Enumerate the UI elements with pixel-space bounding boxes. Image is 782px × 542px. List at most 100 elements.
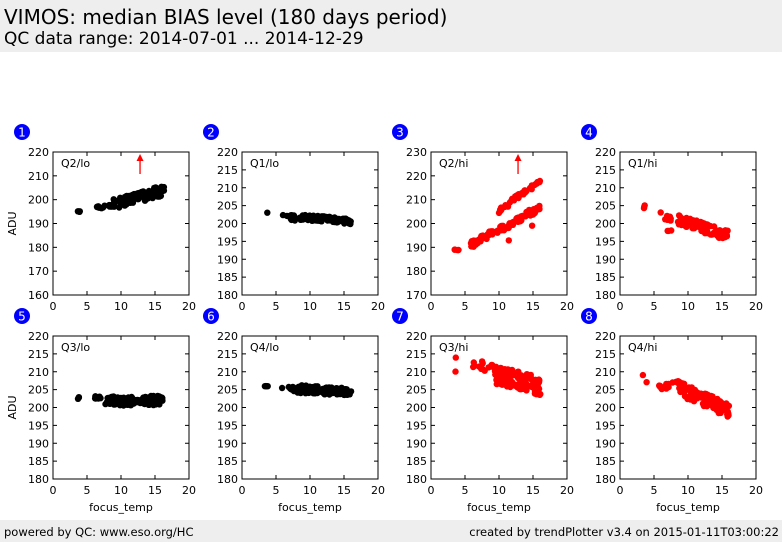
- quadrant-label: Q2/hi: [439, 157, 468, 170]
- data-point: [693, 217, 700, 224]
- page-title: VIMOS: median BIAS level (180 days perio…: [4, 5, 448, 29]
- x-tick-label: 0: [50, 300, 57, 313]
- data-point: [528, 183, 535, 191]
- data-point: [725, 402, 733, 410]
- data-point: [510, 370, 517, 378]
- x-tick-label: 15: [148, 300, 162, 313]
- y-tick-label: 220: [406, 170, 427, 183]
- quadrant-label: Q2/lo: [61, 157, 90, 170]
- data-point: [321, 215, 328, 222]
- y-tick-label: 210: [406, 194, 427, 207]
- data-point: [311, 390, 318, 397]
- y-tick-label: 220: [595, 146, 616, 159]
- data-point: [305, 389, 312, 397]
- data-point: [452, 368, 459, 375]
- y-tick-label: 200: [406, 218, 427, 231]
- scatter-plot-5: 5 0 5 10 15 20 180 185 190 195 200 205 210 215 220 Q3/l…: [6, 308, 196, 514]
- data-point: [306, 383, 313, 390]
- data-point: [489, 228, 496, 235]
- data-point: [658, 385, 665, 393]
- data-point: [261, 383, 269, 390]
- y-tick-label: 230: [406, 146, 427, 159]
- y-tick-label: 180: [217, 289, 238, 302]
- data-point: [534, 380, 542, 387]
- data-point: [528, 222, 536, 229]
- data-range-subtitle: QC data range: 2014-07-01 ... 2014-12-29: [4, 29, 364, 49]
- quadrant-label: Q4/hi: [628, 341, 657, 354]
- y-tick-label: 210: [595, 366, 616, 379]
- quadrant-label: Q3/hi: [439, 341, 468, 354]
- data-point: [710, 223, 718, 230]
- plot-number-label: 8: [585, 310, 593, 324]
- y-tick-label: 180: [28, 473, 49, 486]
- data-point: [106, 399, 113, 406]
- data-point: [488, 361, 495, 369]
- y-tick-label: 190: [217, 437, 238, 450]
- data-point: [713, 230, 720, 237]
- x-axis-label: focus_temp: [278, 501, 342, 514]
- plot-number-badge: [581, 308, 597, 324]
- y-tick-label: 180: [217, 473, 238, 486]
- data-point: [115, 395, 123, 402]
- data-point: [724, 227, 731, 234]
- data-point: [493, 376, 500, 384]
- data-point: [680, 219, 687, 226]
- y-tick-label: 185: [217, 271, 238, 284]
- x-tick-label: 10: [303, 300, 317, 313]
- data-point: [151, 397, 158, 404]
- y-tick-label: 195: [406, 419, 427, 432]
- y-tick-label: 215: [406, 348, 427, 361]
- data-point: [505, 237, 512, 244]
- x-tick-label: 5: [273, 484, 280, 497]
- x-tick-label: 20: [749, 484, 763, 497]
- data-point: [347, 218, 354, 225]
- data-point: [498, 204, 506, 212]
- y-tick-label: 195: [217, 419, 238, 432]
- x-tick-label: 5: [84, 484, 91, 497]
- data-point: [452, 354, 459, 361]
- data-points: [452, 354, 544, 398]
- data-points: [640, 202, 731, 242]
- data-point: [127, 193, 135, 201]
- plot-number-badge: [392, 308, 408, 324]
- data-point: [122, 196, 129, 203]
- x-tick-label: 10: [492, 484, 506, 497]
- scatter-plot-2: 20 5 10 15 20180185190195200205210215220Q1/l…: [203, 124, 385, 313]
- data-point: [451, 246, 458, 253]
- plot-number-label: 5: [18, 310, 26, 324]
- data-point: [479, 360, 486, 367]
- x-axis-label: focus_temp: [656, 501, 720, 514]
- y-tick-label: 185: [595, 271, 616, 284]
- quadrant-label: Q1/hi: [628, 157, 657, 170]
- y-tick-label: 220: [595, 330, 616, 343]
- plot-number-badge: [203, 308, 219, 324]
- x-tick-label: 20: [182, 300, 196, 313]
- data-point: [159, 187, 166, 194]
- x-tick-label: 5: [462, 300, 469, 313]
- plot-number-label: 3: [396, 126, 404, 140]
- y-tick-label: 190: [217, 253, 238, 266]
- data-point: [314, 212, 321, 220]
- y-tick-label: 210: [28, 366, 49, 379]
- data-point: [110, 196, 117, 203]
- data-point: [536, 391, 543, 398]
- y-tick-label: 160: [28, 289, 49, 302]
- data-point: [515, 214, 522, 222]
- x-tick-label: 5: [273, 300, 280, 313]
- data-point: [522, 375, 529, 382]
- data-point: [117, 199, 124, 206]
- data-points: [261, 382, 355, 399]
- data-point: [279, 211, 287, 219]
- x-tick-label: 15: [526, 484, 540, 497]
- data-points: [451, 177, 544, 254]
- data-point: [520, 191, 527, 198]
- y-tick-label: 200: [406, 402, 427, 415]
- data-point: [713, 396, 720, 403]
- data-points: [74, 183, 168, 215]
- plot-number-badge: [14, 308, 30, 324]
- y-tick-label: 220: [28, 330, 49, 343]
- out-of-range-arrow-icon: [136, 154, 144, 161]
- data-point: [532, 207, 539, 214]
- y-tick-label: 185: [595, 455, 616, 468]
- y-tick-label: 190: [406, 241, 427, 254]
